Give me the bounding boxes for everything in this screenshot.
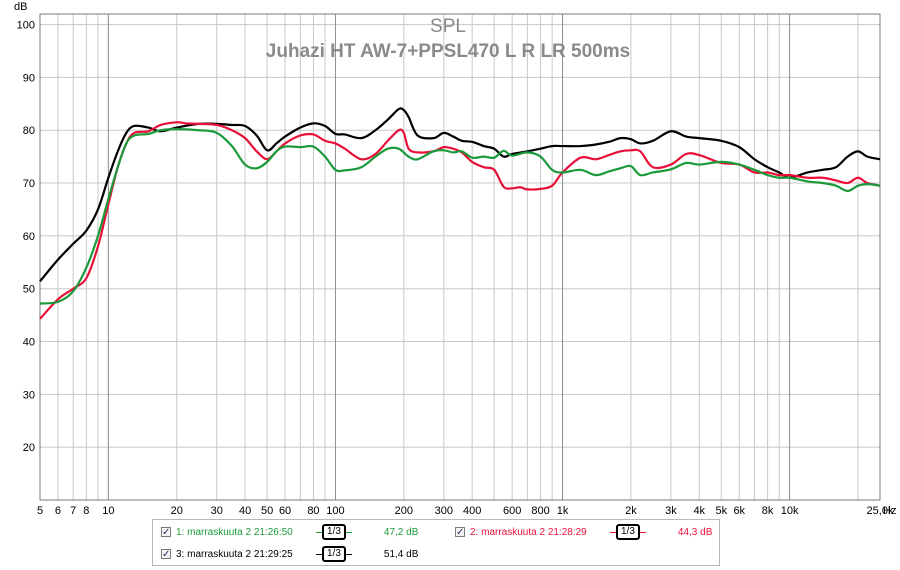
x-tick-label: 6k <box>733 505 745 517</box>
x-tick-label: 6 <box>55 505 61 517</box>
legend-item-1: ✓ 1: marraskuuta 2 21:26:50 1/3 47,2 dB <box>161 524 418 540</box>
x-tick-label: 5 <box>37 505 43 517</box>
chart-title: SPL <box>430 16 466 37</box>
x-tick-label: 2k <box>625 505 637 517</box>
x-tick-label: 600 <box>503 505 521 517</box>
series-lines <box>39 107 881 320</box>
line-swatch <box>345 553 352 555</box>
y-tick-label: 40 <box>23 337 35 349</box>
spl-chart: dB Hz SPL Juhazi HT AW-7+PPSL470 L R LR … <box>14 1 896 517</box>
x-tick-labels: 5 6 7 8 10 20 30 40 50 60 80 100 200 300 400 600 800 1k 2k… <box>37 505 894 517</box>
legend-item-3: ✓ 3: marraskuuta 2 21:29:25 1/3 51,4 dB <box>161 546 418 562</box>
x-tick-label: 7 <box>70 505 76 517</box>
y-tick-label: 60 <box>23 231 35 243</box>
y-axis-label: dB <box>14 1 27 13</box>
checkbox-checked-icon[interactable]: ✓ <box>455 527 465 538</box>
x-tick-label: 20 <box>171 505 183 517</box>
line-swatch <box>610 531 616 533</box>
line-swatch <box>345 531 352 533</box>
x-tick-label: 50 <box>261 505 273 517</box>
y-tick-label: 80 <box>23 125 35 137</box>
line-swatch <box>316 553 322 555</box>
legend-level: 51,4 dB <box>383 548 419 560</box>
y-tick-labels: 100 90 80 70 60 50 40 30 20 <box>17 20 35 455</box>
x-tick-label: 800 <box>531 505 549 517</box>
x-tick-label: 80 <box>307 505 319 517</box>
legend-series-name: 2: marraskuuta 2 21:28:29 <box>470 526 587 538</box>
y-tick-label: 50 <box>23 284 35 296</box>
x-tick-label: 10 <box>102 505 114 517</box>
smoothing-label: 1/3 <box>616 524 640 540</box>
x-tick-label: 30 <box>211 505 223 517</box>
checkbox-checked-icon[interactable]: ✓ <box>161 549 171 560</box>
x-tick-label: 100 <box>326 505 344 517</box>
x-tick-label: 25,0k <box>867 505 894 517</box>
line-swatch <box>316 531 322 533</box>
smoothing-badge[interactable]: 1/3 <box>316 524 352 540</box>
x-tick-label: 1k <box>557 505 569 517</box>
plot-frame <box>39 13 881 501</box>
x-tick-label: 5k <box>715 505 727 517</box>
legend-series-name: 1: marraskuuta 2 21:26:50 <box>176 526 293 538</box>
x-tick-label: 60 <box>279 505 291 517</box>
legend-level: 47,2 dB <box>383 526 419 538</box>
smoothing-badge[interactable]: 1/3 <box>610 524 646 540</box>
x-tick-label: 8 <box>83 505 89 517</box>
x-tick-label: 40 <box>239 505 251 517</box>
x-tick-label: 300 <box>435 505 453 517</box>
x-tick-label: 400 <box>463 505 481 517</box>
series-line <box>39 128 881 305</box>
grid <box>39 14 880 500</box>
x-tick-label: 3k <box>665 505 677 517</box>
y-tick-label: 70 <box>23 178 35 190</box>
x-tick-label: 200 <box>395 505 413 517</box>
x-tick-label: 8k <box>762 505 774 517</box>
y-tick-label: 90 <box>23 72 35 84</box>
series-line <box>39 107 881 283</box>
y-tick-label: 30 <box>23 389 35 401</box>
line-swatch <box>639 531 646 533</box>
legend: ✓ 1: marraskuuta 2 21:26:50 1/3 47,2 dB … <box>152 519 720 566</box>
smoothing-label: 1/3 <box>322 524 346 540</box>
x-tick-label: 4k <box>693 505 705 517</box>
legend-level: 44,3 dB <box>677 526 713 538</box>
chart-subtitle: Juhazi HT AW-7+PPSL470 L R LR 500ms <box>266 41 630 62</box>
checkbox-checked-icon[interactable]: ✓ <box>161 527 171 538</box>
x-axis-unit: Hz <box>883 505 896 517</box>
legend-series-name: 3: marraskuuta 2 21:29:25 <box>176 548 293 560</box>
legend-item-2: ✓ 2: marraskuuta 2 21:28:29 1/3 44,3 dB <box>455 524 712 540</box>
y-tick-label: 20 <box>23 442 35 454</box>
x-tick-label: 10k <box>781 505 799 517</box>
smoothing-badge[interactable]: 1/3 <box>316 546 352 562</box>
y-tick-label: 100 <box>17 20 35 32</box>
smoothing-label: 1/3 <box>322 546 346 562</box>
